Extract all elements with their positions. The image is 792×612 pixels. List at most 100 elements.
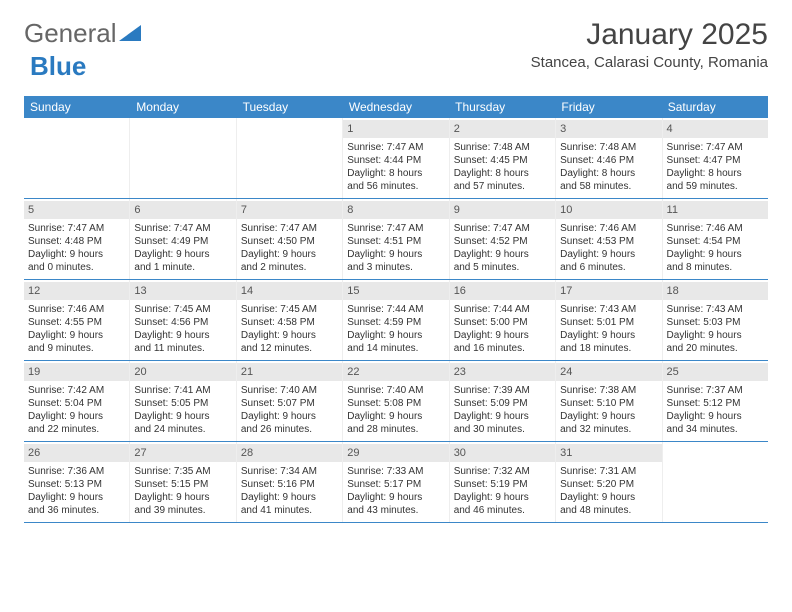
date-number: 21 bbox=[237, 363, 342, 381]
daylight2-text: and 43 minutes. bbox=[347, 504, 444, 517]
day-cell: 12Sunrise: 7:46 AMSunset: 4:55 PMDayligh… bbox=[24, 280, 130, 360]
daylight2-text: and 18 minutes. bbox=[560, 342, 657, 355]
week-row: 1Sunrise: 7:47 AMSunset: 4:44 PMDaylight… bbox=[24, 118, 768, 199]
sunrise-text: Sunrise: 7:47 AM bbox=[454, 222, 551, 235]
date-number: 22 bbox=[343, 363, 448, 381]
daylight1-text: Daylight: 9 hours bbox=[454, 491, 551, 504]
day-cell: 28Sunrise: 7:34 AMSunset: 5:16 PMDayligh… bbox=[237, 442, 343, 522]
day-header-cell: Friday bbox=[555, 96, 661, 118]
sunset-text: Sunset: 4:51 PM bbox=[347, 235, 444, 248]
sunrise-text: Sunrise: 7:39 AM bbox=[454, 384, 551, 397]
daylight2-text: and 46 minutes. bbox=[454, 504, 551, 517]
sunset-text: Sunset: 4:58 PM bbox=[241, 316, 338, 329]
daylight2-text: and 39 minutes. bbox=[134, 504, 231, 517]
sunrise-text: Sunrise: 7:42 AM bbox=[28, 384, 125, 397]
daylight2-text: and 30 minutes. bbox=[454, 423, 551, 436]
date-number: 31 bbox=[556, 444, 661, 462]
date-number: 13 bbox=[130, 282, 235, 300]
sunset-text: Sunset: 4:49 PM bbox=[134, 235, 231, 248]
daylight2-text: and 12 minutes. bbox=[241, 342, 338, 355]
sunset-text: Sunset: 5:09 PM bbox=[454, 397, 551, 410]
sunrise-text: Sunrise: 7:31 AM bbox=[560, 465, 657, 478]
day-cell bbox=[663, 442, 768, 522]
sunset-text: Sunset: 5:01 PM bbox=[560, 316, 657, 329]
daylight2-text: and 56 minutes. bbox=[347, 180, 444, 193]
daylight1-text: Daylight: 8 hours bbox=[667, 167, 764, 180]
daylight2-text: and 0 minutes. bbox=[28, 261, 125, 274]
sunrise-text: Sunrise: 7:44 AM bbox=[454, 303, 551, 316]
day-cell: 30Sunrise: 7:32 AMSunset: 5:19 PMDayligh… bbox=[450, 442, 556, 522]
day-cell: 5Sunrise: 7:47 AMSunset: 4:48 PMDaylight… bbox=[24, 199, 130, 279]
logo: General bbox=[24, 18, 143, 49]
location-subtitle: Stancea, Calarasi County, Romania bbox=[531, 54, 768, 71]
daylight1-text: Daylight: 9 hours bbox=[28, 248, 125, 261]
sunset-text: Sunset: 5:05 PM bbox=[134, 397, 231, 410]
daylight1-text: Daylight: 8 hours bbox=[347, 167, 444, 180]
daylight2-text: and 57 minutes. bbox=[454, 180, 551, 193]
sunset-text: Sunset: 4:46 PM bbox=[560, 154, 657, 167]
day-cell: 9Sunrise: 7:47 AMSunset: 4:52 PMDaylight… bbox=[450, 199, 556, 279]
week-row: 5Sunrise: 7:47 AMSunset: 4:48 PMDaylight… bbox=[24, 199, 768, 280]
daylight1-text: Daylight: 9 hours bbox=[241, 248, 338, 261]
daylight1-text: Daylight: 9 hours bbox=[134, 491, 231, 504]
day-cell: 23Sunrise: 7:39 AMSunset: 5:09 PMDayligh… bbox=[450, 361, 556, 441]
sunset-text: Sunset: 5:19 PM bbox=[454, 478, 551, 491]
day-cell: 13Sunrise: 7:45 AMSunset: 4:56 PMDayligh… bbox=[130, 280, 236, 360]
week-row: 12Sunrise: 7:46 AMSunset: 4:55 PMDayligh… bbox=[24, 280, 768, 361]
sunrise-text: Sunrise: 7:34 AM bbox=[241, 465, 338, 478]
day-cell: 22Sunrise: 7:40 AMSunset: 5:08 PMDayligh… bbox=[343, 361, 449, 441]
day-cell: 8 Sunrise: 7:47 AMSunset: 4:51 PMDaylight… bbox=[343, 199, 449, 279]
sunrise-text: Sunrise: 7:47 AM bbox=[667, 141, 764, 154]
logo-triangle-icon bbox=[119, 25, 141, 43]
date-number: 26 bbox=[24, 444, 129, 462]
day-cell: 1Sunrise: 7:47 AMSunset: 4:44 PMDaylight… bbox=[343, 118, 449, 198]
daylight2-text: and 16 minutes. bbox=[454, 342, 551, 355]
date-number: 3 bbox=[556, 120, 661, 138]
logo-text-1: General bbox=[24, 18, 117, 49]
day-cell: 19Sunrise: 7:42 AMSunset: 5:04 PMDayligh… bbox=[24, 361, 130, 441]
daylight2-text: and 41 minutes. bbox=[241, 504, 338, 517]
date-number: 8 bbox=[343, 201, 448, 219]
daylight1-text: Daylight: 9 hours bbox=[241, 410, 338, 423]
sunrise-text: Sunrise: 7:43 AM bbox=[667, 303, 764, 316]
daylight1-text: Daylight: 9 hours bbox=[241, 329, 338, 342]
daylight2-text: and 3 minutes. bbox=[347, 261, 444, 274]
sunset-text: Sunset: 5:20 PM bbox=[560, 478, 657, 491]
daylight2-text: and 20 minutes. bbox=[667, 342, 764, 355]
date-number: 27 bbox=[130, 444, 235, 462]
daylight2-text: and 26 minutes. bbox=[241, 423, 338, 436]
day-cell: 27Sunrise: 7:35 AMSunset: 5:15 PMDayligh… bbox=[130, 442, 236, 522]
date-number: 12 bbox=[24, 282, 129, 300]
date-number: 20 bbox=[130, 363, 235, 381]
week-row: 26Sunrise: 7:36 AMSunset: 5:13 PMDayligh… bbox=[24, 442, 768, 523]
sunrise-text: Sunrise: 7:38 AM bbox=[560, 384, 657, 397]
daylight1-text: Daylight: 9 hours bbox=[347, 248, 444, 261]
day-cell: 7Sunrise: 7:47 AMSunset: 4:50 PMDaylight… bbox=[237, 199, 343, 279]
date-number: 24 bbox=[556, 363, 661, 381]
sunrise-text: Sunrise: 7:48 AM bbox=[454, 141, 551, 154]
sunset-text: Sunset: 4:50 PM bbox=[241, 235, 338, 248]
daylight1-text: Daylight: 9 hours bbox=[667, 410, 764, 423]
weeks-container: 1Sunrise: 7:47 AMSunset: 4:44 PMDaylight… bbox=[24, 118, 768, 523]
daylight1-text: Daylight: 9 hours bbox=[134, 248, 231, 261]
day-header-cell: Wednesday bbox=[343, 96, 449, 118]
date-number: 2 bbox=[450, 120, 555, 138]
daylight1-text: Daylight: 9 hours bbox=[454, 248, 551, 261]
date-number: 30 bbox=[450, 444, 555, 462]
sunset-text: Sunset: 5:16 PM bbox=[241, 478, 338, 491]
date-number: 7 bbox=[237, 201, 342, 219]
sunrise-text: Sunrise: 7:40 AM bbox=[241, 384, 338, 397]
day-cell: 16Sunrise: 7:44 AMSunset: 5:00 PMDayligh… bbox=[450, 280, 556, 360]
daylight2-text: and 28 minutes. bbox=[347, 423, 444, 436]
day-header-cell: Sunday bbox=[24, 96, 130, 118]
date-number: 28 bbox=[237, 444, 342, 462]
day-cell: 26Sunrise: 7:36 AMSunset: 5:13 PMDayligh… bbox=[24, 442, 130, 522]
sunset-text: Sunset: 5:13 PM bbox=[28, 478, 125, 491]
day-cell: 11Sunrise: 7:46 AMSunset: 4:54 PMDayligh… bbox=[663, 199, 768, 279]
sunrise-text: Sunrise: 7:41 AM bbox=[134, 384, 231, 397]
sunrise-text: Sunrise: 7:47 AM bbox=[347, 222, 444, 235]
sunset-text: Sunset: 4:44 PM bbox=[347, 154, 444, 167]
sunrise-text: Sunrise: 7:47 AM bbox=[347, 141, 444, 154]
sunset-text: Sunset: 4:56 PM bbox=[134, 316, 231, 329]
day-cell: 17Sunrise: 7:43 AMSunset: 5:01 PMDayligh… bbox=[556, 280, 662, 360]
